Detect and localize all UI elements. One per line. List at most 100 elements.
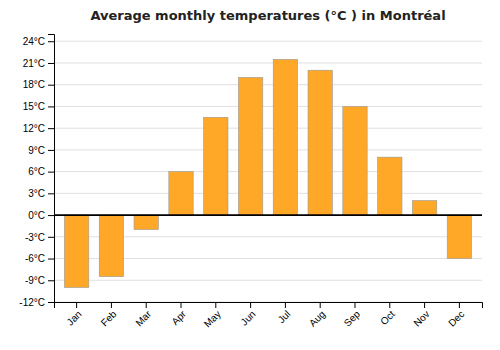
x-tick: Jan bbox=[65, 302, 84, 328]
x-tick-mark bbox=[146, 302, 147, 308]
x-axis-line bbox=[55, 303, 483, 309]
y-tick: 24°C bbox=[23, 36, 54, 47]
y-tick-label: -3°C bbox=[25, 232, 45, 243]
bar bbox=[99, 215, 123, 277]
x-tick-label: Oct bbox=[378, 308, 397, 327]
x-tick: Aug bbox=[307, 302, 327, 329]
y-tick-mark bbox=[48, 215, 54, 216]
plot-area: -12°C -9°C -6°C -3°C 0°C 3°C 6°C 9°C 12°C 15°C 18°… bbox=[19, 35, 482, 330]
y-tick-label: 3°C bbox=[28, 188, 45, 199]
y-tick-mark bbox=[48, 85, 54, 86]
y-tick: 3°C bbox=[28, 188, 54, 199]
grid-line bbox=[54, 149, 482, 150]
y-tick: 18°C bbox=[23, 79, 54, 90]
y-tick: -12°C bbox=[19, 297, 54, 308]
bars bbox=[54, 59, 482, 287]
y-tick: -6°C bbox=[25, 253, 54, 264]
x-tick: Nov bbox=[411, 302, 431, 329]
bar bbox=[273, 59, 297, 215]
x-tick-label: Nov bbox=[411, 308, 431, 328]
y-tick-label: 9°C bbox=[28, 145, 45, 156]
y-tick-mark bbox=[48, 237, 54, 238]
x-tick: Feb bbox=[99, 302, 119, 328]
grid-line bbox=[54, 280, 482, 281]
y-tick: 9°C bbox=[28, 145, 54, 156]
bar bbox=[204, 117, 228, 215]
y-tick-mark bbox=[48, 106, 54, 107]
x-tick-mark bbox=[181, 302, 182, 308]
x-tick-mark bbox=[215, 302, 216, 308]
grid-line bbox=[54, 193, 482, 194]
y-tick-label: 0°C bbox=[28, 210, 45, 221]
y-tick: 15°C bbox=[23, 101, 54, 112]
y-tick-mark bbox=[48, 41, 54, 42]
bar bbox=[134, 215, 158, 229]
chart-svg: -12°C -9°C -6°C -3°C 0°C 3°C 6°C 9°C 12°C 15°C 18°… bbox=[0, 0, 500, 350]
y-tick-label: 12°C bbox=[23, 123, 45, 134]
x-tick: Jul bbox=[276, 302, 293, 325]
x-tick-mark bbox=[111, 302, 112, 308]
y-tick-label: -12°C bbox=[19, 297, 45, 308]
zero-line bbox=[54, 214, 482, 216]
x-tick-mark bbox=[285, 302, 286, 308]
x-tick-mark bbox=[424, 302, 425, 308]
x-tick: May bbox=[202, 302, 223, 330]
y-tick-mark bbox=[48, 63, 54, 64]
bar bbox=[412, 201, 436, 215]
bar bbox=[64, 215, 88, 287]
bar bbox=[447, 215, 471, 258]
bar bbox=[308, 70, 332, 215]
y-tick: 21°C bbox=[23, 58, 54, 69]
y-tick: 12°C bbox=[23, 123, 54, 134]
title: Average monthly temperatures (°C ) in Mo… bbox=[90, 8, 445, 23]
x-tick-mark bbox=[354, 302, 355, 308]
y-axis: -12°C -9°C -6°C -3°C 0°C 3°C 6°C 9°C 12°C 15°C 18°… bbox=[19, 35, 54, 308]
y-tick-label: -9°C bbox=[25, 275, 45, 286]
y-tick-label: 21°C bbox=[23, 58, 45, 69]
x-tick: Sep bbox=[342, 302, 363, 329]
bar bbox=[238, 77, 262, 215]
y-tick-label: 18°C bbox=[23, 79, 45, 90]
y-tick-mark bbox=[48, 172, 54, 173]
grid-line bbox=[54, 62, 482, 63]
y-tick-mark bbox=[48, 280, 54, 281]
y-tick-mark bbox=[48, 128, 54, 129]
x-tick: Dec bbox=[446, 302, 466, 329]
x-tick-mark bbox=[250, 302, 251, 308]
y-tick: -9°C bbox=[25, 275, 54, 286]
y-tick: 6°C bbox=[28, 166, 54, 177]
bar bbox=[378, 157, 402, 215]
x-tick-label: Mar bbox=[133, 308, 153, 328]
y-tick-mark bbox=[48, 259, 54, 260]
x-tick: Oct bbox=[378, 302, 397, 327]
grid-line bbox=[54, 128, 482, 129]
x-tick-mark bbox=[76, 302, 77, 308]
grid-line bbox=[54, 171, 482, 172]
y-tick-label: -6°C bbox=[25, 253, 45, 264]
y-tick: 0°C bbox=[28, 210, 54, 221]
x-tick: Apr bbox=[169, 302, 188, 327]
chart-container: -12°C -9°C -6°C -3°C 0°C 3°C 6°C 9°C 12°C 15°C 18°… bbox=[0, 0, 500, 350]
y-tick-mark bbox=[48, 150, 54, 151]
y-tick-mark bbox=[48, 302, 54, 303]
grid-line bbox=[54, 106, 482, 107]
x-tick-label: Apr bbox=[169, 308, 188, 327]
x-tick-label: May bbox=[202, 308, 223, 329]
grid-line bbox=[54, 41, 482, 42]
x-tick-label: Aug bbox=[307, 308, 327, 328]
x-tick-mark bbox=[389, 302, 390, 308]
x-tick-label: Feb bbox=[99, 308, 119, 328]
y-tick-label: 15°C bbox=[23, 101, 45, 112]
y-tick-label: 6°C bbox=[28, 166, 45, 177]
x-tick-label: Jul bbox=[276, 308, 293, 325]
grid-line bbox=[54, 215, 482, 216]
bar bbox=[343, 106, 367, 215]
grid-line bbox=[54, 84, 482, 85]
bar bbox=[169, 172, 193, 215]
y-tick: -3°C bbox=[25, 232, 54, 243]
x-tick-mark bbox=[459, 302, 460, 308]
y-tick-label: 24°C bbox=[23, 36, 45, 47]
x-tick-label: Jan bbox=[65, 308, 84, 327]
x-tick-label: Sep bbox=[342, 308, 363, 329]
x-tick-label: Jun bbox=[238, 308, 257, 327]
